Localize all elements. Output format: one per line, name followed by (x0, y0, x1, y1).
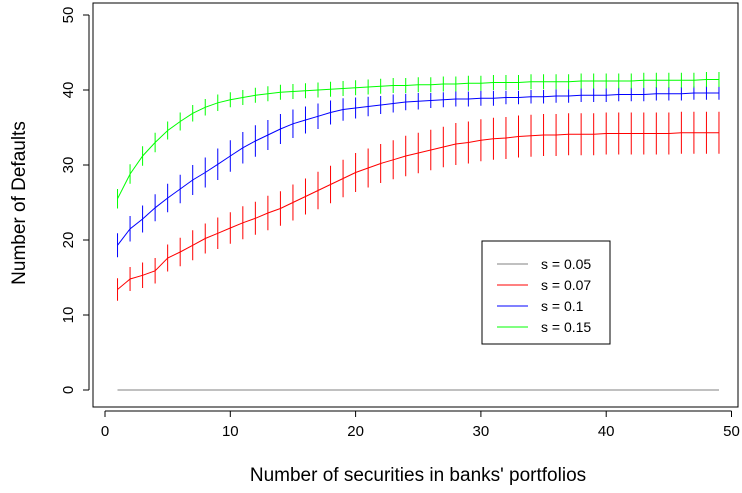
y-tick-label: 40 (60, 82, 77, 99)
x-tick-label: 10 (222, 423, 239, 440)
y-tick-label: 10 (60, 307, 77, 324)
series-layer (117, 72, 720, 391)
legend-label: s = 0.15 (541, 319, 591, 335)
x-tick-label: 20 (347, 423, 364, 440)
y-tick-label: 50 (60, 7, 77, 24)
legend-label: s = 0.1 (541, 298, 584, 314)
x-tick-label: 30 (473, 423, 490, 440)
y-tick-label: 20 (60, 232, 77, 249)
x-axis: 0 10 20 30 40 50 (101, 410, 740, 440)
plot-frame (92, 2, 739, 408)
series-2 (117, 86, 720, 258)
x-axis-label: Number of securities in banks' portfolio… (250, 465, 586, 486)
legend: s = 0.05 s = 0.07 s = 0.1 s = 0.15 (481, 240, 611, 345)
y-axis: 0 10 20 30 40 50 (60, 7, 90, 394)
x-tick-label: 50 (723, 423, 740, 440)
series-1 (117, 111, 720, 301)
y-tick-label: 30 (60, 157, 77, 174)
series-3 (117, 72, 720, 209)
x-tick-label: 40 (598, 423, 615, 440)
legend-label: s = 0.05 (541, 256, 591, 272)
y-tick-label: 0 (60, 386, 77, 394)
x-tick-label: 0 (101, 423, 109, 440)
y-axis-label: Number of Defaults (9, 121, 30, 285)
legend-label: s = 0.07 (541, 277, 591, 293)
